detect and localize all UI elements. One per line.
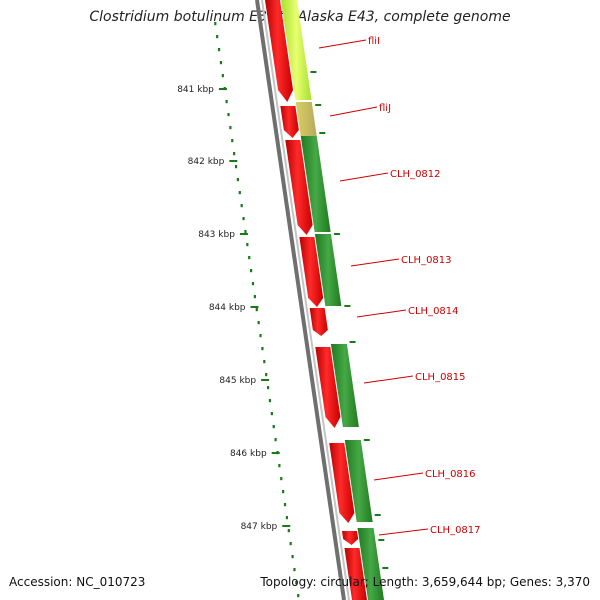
gc-skew-dot xyxy=(270,412,273,416)
orf-block xyxy=(357,528,384,600)
gc-skew-dot xyxy=(272,425,275,429)
gc-skew-dot xyxy=(297,594,300,598)
cds-arrow xyxy=(299,237,324,307)
gc-skew-dot xyxy=(240,204,243,208)
gc-skew-dot xyxy=(293,568,296,572)
backbone-line xyxy=(255,0,346,600)
gene-label: fliI xyxy=(368,36,380,47)
cds-arrow xyxy=(341,531,359,545)
cds-arrow xyxy=(315,347,341,428)
orf-block xyxy=(344,440,373,522)
gc-skew-dot xyxy=(253,295,256,299)
gene-label: fliJ xyxy=(379,103,391,114)
gc-skew-dot xyxy=(255,308,258,312)
gene-leader-line xyxy=(329,106,378,117)
gene-leader-line xyxy=(318,39,367,49)
kbp-label: 846 kbp xyxy=(230,449,267,459)
gene-label: CLH_0812 xyxy=(390,169,441,180)
gene-label: CLH_0814 xyxy=(408,306,459,317)
gene-label: CLH_0817 xyxy=(430,525,481,536)
cds-arrow xyxy=(280,106,299,138)
gene-labels: fliI fliJ CLH_0812 CLH_0813 CLH_0814 CLH_0815… xyxy=(318,36,481,536)
gc-skew-dot xyxy=(295,581,298,585)
gc-skew-dot xyxy=(233,152,236,156)
cds-arrow xyxy=(265,0,294,102)
backbone-highlight xyxy=(261,0,350,600)
gc-skew-dot xyxy=(214,22,217,26)
gc-skew-dot xyxy=(285,516,289,520)
gc-skew-dot xyxy=(225,100,228,104)
gc-skew-dot xyxy=(234,165,238,169)
gc-skew-dot xyxy=(251,282,255,286)
gc-skew-dot xyxy=(265,373,268,377)
map-title: Clostridium botulinum E3 str. Alaska E43… xyxy=(89,9,511,25)
cds-arrow xyxy=(285,140,313,235)
gc-skew-dot xyxy=(217,48,221,52)
gc-skew-dot xyxy=(287,529,290,533)
gene-label: CLH_0813 xyxy=(401,255,452,266)
kbp-label: 847 kbp xyxy=(241,522,278,532)
orf-block xyxy=(300,136,331,232)
gc-skew-dot xyxy=(291,555,294,559)
accession-text: Accession: NC_010723 xyxy=(9,575,146,589)
gc-skew-dot xyxy=(227,113,230,117)
cds-arrow xyxy=(329,443,355,523)
orf-block xyxy=(314,234,342,306)
kbp-label: 844 kbp xyxy=(209,303,246,313)
gc-skew-dot xyxy=(216,35,219,39)
kbp-ruler: 841 kbp 842 kbp 843 kbp 844 kbp 845 kbp 846 k… xyxy=(177,85,291,532)
gc-skew-dot xyxy=(257,321,260,325)
gc-skew-dot xyxy=(266,386,270,390)
cds-arrow xyxy=(309,308,328,336)
orf-block xyxy=(295,102,317,136)
gc-skew-dot xyxy=(278,464,281,468)
backbone-track xyxy=(255,0,350,600)
orf-block xyxy=(330,344,359,427)
gc-skew-dot xyxy=(219,61,223,65)
gc-skew-dot xyxy=(274,438,277,442)
gc-skew-dot xyxy=(221,74,224,78)
gc-skew-dot xyxy=(261,347,264,351)
gene-leader-line xyxy=(363,375,414,384)
kbp-label: 842 kbp xyxy=(188,157,225,167)
gene-leader-line xyxy=(356,309,407,318)
kbp-label: 845 kbp xyxy=(219,376,256,386)
gene-leader-line xyxy=(373,472,424,481)
gc-skew-dot xyxy=(248,256,251,260)
genome-summary-text: Topology: circular; Length: 3,659,644 bp… xyxy=(260,575,590,589)
cds-arrow xyxy=(344,548,367,600)
gc-skew-dot xyxy=(244,230,247,234)
gc-skew-dot xyxy=(259,334,262,338)
gc-skew-dot xyxy=(229,126,232,130)
gene-leader-line xyxy=(339,172,389,182)
gc-skew-dot xyxy=(283,503,287,507)
orf-track xyxy=(281,0,389,600)
gene-label: CLH_0816 xyxy=(425,469,476,480)
gc-skew-dot xyxy=(289,542,292,546)
kbp-label: 841 kbp xyxy=(177,85,214,95)
cds-track xyxy=(265,0,367,600)
gc-skew-dot xyxy=(268,399,272,403)
gc-skew-dot xyxy=(238,191,241,195)
kbp-label: 843 kbp xyxy=(198,230,235,240)
gene-label: CLH_0815 xyxy=(415,372,466,383)
gc-skew-dot xyxy=(263,360,266,364)
gene-leader-line xyxy=(378,528,429,536)
gc-skew-dot xyxy=(280,477,283,481)
gene-leader-line xyxy=(350,258,400,267)
gc-skew-dot xyxy=(236,178,240,182)
gc-skew-dot xyxy=(282,490,285,494)
orf-block xyxy=(281,0,312,100)
gc-skew-dot xyxy=(246,243,249,247)
gc-skew-dot xyxy=(231,139,234,143)
gc-skew-dot xyxy=(250,269,253,273)
gc-skew-dot xyxy=(242,217,245,221)
